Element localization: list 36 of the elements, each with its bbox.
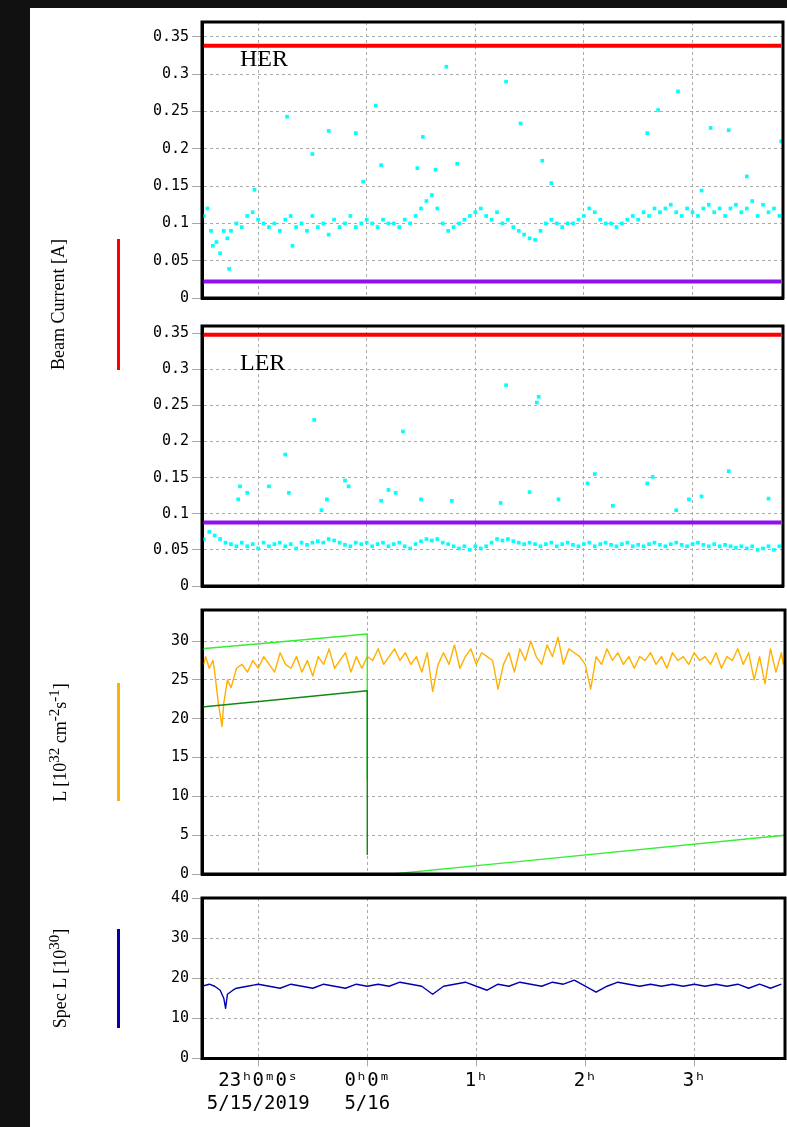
y-tick-label: 0.15 xyxy=(152,176,189,194)
x-tick-label: 3ʰ xyxy=(682,1067,706,1090)
x-tick-label: 23ʰ0ᵐ0ˢ 5/15/2019 xyxy=(206,1067,310,1113)
annotation: LER xyxy=(240,349,286,375)
y-tick-label: 30 xyxy=(170,927,189,946)
annotation: HER xyxy=(240,45,288,71)
x-tick-label: 1ʰ xyxy=(464,1067,488,1090)
y-tick-label: 0.15 xyxy=(152,467,189,486)
y-tick-label: 0.1 xyxy=(161,213,189,232)
y-tick-label: 20 xyxy=(170,708,189,727)
y-tick-label: 0.25 xyxy=(152,395,189,414)
y-tick-label: 0.1 xyxy=(161,503,189,522)
x-tick-label: 0ʰ0ᵐ 5/16 xyxy=(344,1067,391,1113)
y-tick-label: 0.35 xyxy=(152,323,189,342)
y-tick-label: 40 xyxy=(170,887,189,906)
y-tick-label: 0.35 xyxy=(152,26,189,45)
y-tick-label: 0 xyxy=(179,575,189,594)
y-tick-label: 30 xyxy=(170,630,189,649)
y-tick-label: 0.3 xyxy=(161,359,189,378)
y-tick-label: 0.3 xyxy=(161,64,189,83)
y-tick-label: 25 xyxy=(170,669,189,688)
y-tick-label: 0.25 xyxy=(152,101,189,120)
y-axis-title: Beam Current [A] xyxy=(47,238,69,370)
y-tick-label: 0.2 xyxy=(161,431,189,450)
y-tick-label: 0 xyxy=(179,863,189,882)
y-tick-label: 5 xyxy=(179,825,189,844)
y-tick-label: 0.2 xyxy=(161,138,189,157)
y-tick-label: 15 xyxy=(170,747,189,766)
y-tick-label: 0 xyxy=(179,1048,189,1067)
y-tick-label: 10 xyxy=(170,786,189,805)
y-tick-label: 0.05 xyxy=(152,250,189,269)
y-tick-label: 0 xyxy=(179,287,189,306)
x-tick-label: 2ʰ xyxy=(573,1067,597,1090)
y-tick-label: 0.05 xyxy=(152,539,189,558)
y-tick-label: 20 xyxy=(170,968,189,987)
y-tick-label: 10 xyxy=(170,1008,189,1027)
